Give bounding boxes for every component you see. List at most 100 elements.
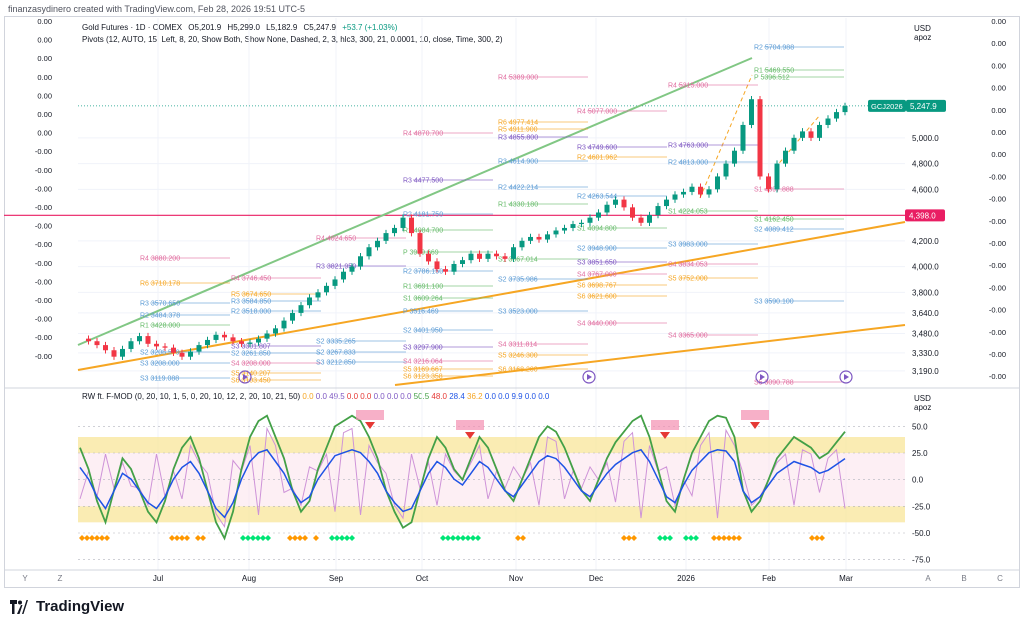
candle-body: [698, 186, 703, 195]
candle-body: [451, 263, 457, 272]
time-label: Nov: [509, 574, 523, 583]
signal-diamond: [731, 535, 737, 541]
pivot-label: S3 3590.100: [754, 299, 794, 306]
candle-body: [137, 336, 142, 342]
signal-diamond: [84, 535, 90, 541]
candle-body: [417, 233, 423, 254]
symbol-title[interactable]: Gold Futures · 1D · COMEX: [82, 23, 183, 32]
pivot-label: S2 3401.950: [403, 328, 443, 335]
right-scale-label: -0.00: [989, 239, 1006, 248]
corner-letter: Z: [58, 574, 63, 583]
candle-body: [375, 240, 380, 248]
replay-icon-arrow: [760, 374, 765, 380]
signal-diamond: [688, 535, 694, 541]
candle-body: [664, 199, 669, 207]
peak-arrow: [660, 432, 670, 439]
peak-arrow: [750, 422, 760, 429]
left-scale-label: -0.00: [35, 277, 52, 286]
candle-body: [256, 338, 261, 343]
pivot-label: S4 3311.814: [498, 342, 537, 349]
osc-unit-text: apoz: [914, 403, 932, 412]
osc-value-9: 48.0: [429, 392, 447, 401]
peak-arrow: [365, 422, 375, 429]
signal-diamond: [736, 535, 742, 541]
signal-diamond: [344, 535, 350, 541]
pivot-label: S5 3246.300: [498, 353, 538, 360]
candle-body: [154, 343, 159, 347]
osc-tick: 25.0: [912, 449, 928, 458]
indicator-legend[interactable]: Pivots (12, AUTO, 15, Left, 8, 20, Show …: [82, 35, 503, 44]
brand-name: TradingView: [36, 598, 125, 615]
pivot-label: S3 3851.650: [577, 260, 617, 267]
line-tag-bg: [905, 209, 945, 222]
dashed-projection: [699, 74, 753, 199]
oscillator-title[interactable]: RW ft. F-MOD (0, 20, 10, 1, 5, 0, 20, 10…: [82, 392, 301, 401]
candle-body: [834, 112, 839, 119]
signal-diamond: [440, 535, 446, 541]
candle-body: [171, 347, 176, 353]
tradingview-logo-icon: [10, 599, 28, 614]
osc-currency-label[interactable]: USD apoz: [914, 394, 931, 412]
time-label: Sep: [329, 574, 344, 583]
pivot-label: R1 5469.550: [754, 68, 794, 75]
signal-diamond: [94, 535, 100, 541]
signal-diamond: [265, 535, 271, 541]
pivot-label: S2 3735.986: [498, 277, 538, 284]
price-tick: 4,600.0: [912, 185, 939, 194]
tradingview-logo[interactable]: TradingView: [8, 598, 124, 615]
pivot-label: R2 3484.378: [140, 313, 180, 320]
pivot-label: R2 4181.750: [403, 212, 443, 219]
pivot-label: S6 3168.200: [498, 367, 538, 374]
main-legend: Gold Futures · 1D · COMEX O5,201.9 H5,29…: [82, 23, 397, 32]
pivot-label: S4 3208.000: [231, 361, 271, 368]
trendline-orange-upper: [77, 221, 906, 371]
candle-body: [383, 233, 389, 241]
pivot-label: S5 3169.667: [403, 367, 443, 374]
pivot-label: S3 3523.000: [498, 309, 538, 316]
left-scale-label: -0.00: [35, 296, 52, 305]
low-value: L5,182.9: [266, 23, 298, 32]
candle-body: [111, 350, 117, 357]
candle-body: [740, 124, 746, 151]
pivot-label: R3 3570.650: [140, 301, 180, 308]
signal-diamond: [104, 535, 110, 541]
signal-diamond: [721, 535, 727, 541]
right-scale-label: -0.00: [989, 261, 1006, 270]
pivot-label: S6 3621.600: [577, 294, 617, 301]
right-scale-label: -0.00: [989, 217, 1006, 226]
left-scale-label: -0.00: [35, 240, 52, 249]
signal-diamond: [809, 535, 815, 541]
candle-body: [358, 256, 363, 267]
signal-diamond: [184, 535, 190, 541]
left-scale-label: 0.00: [37, 110, 52, 119]
candle-body: [757, 99, 763, 177]
pivot-label: R3 4614.900: [498, 159, 538, 166]
left-scale-label: 0.00: [37, 36, 52, 45]
pivot-levels: R2 5704.988 R1 5469.550 R4 5389.000 P 5396.…: [140, 45, 844, 387]
replay-icon: [582, 370, 596, 384]
osc-value-10: 28.4: [447, 392, 465, 401]
candle-body: [366, 247, 372, 257]
candles: [86, 95, 848, 360]
replay-icon: [839, 370, 853, 384]
candle-body: [485, 253, 491, 259]
candle-body: [341, 271, 346, 280]
osc-value-6: 0.0: [384, 392, 399, 401]
price-tick: 3,190.0: [912, 367, 939, 376]
peak-marker: [356, 410, 384, 420]
candle-body: [247, 342, 253, 344]
candle-body: [825, 118, 831, 125]
pivot-label: R1 4330.180: [498, 202, 538, 209]
time-label: Mar: [839, 574, 853, 583]
right-scale-label: 0.00: [991, 61, 1006, 70]
currency-label[interactable]: USD apoz: [914, 24, 931, 42]
signal-diamond: [287, 535, 293, 541]
left-scale-label: -0.00: [35, 184, 52, 193]
pivot-label: S4 3834.053: [668, 262, 708, 269]
candle-body: [817, 124, 822, 138]
signal-diamond: [174, 535, 180, 541]
pivot-label: S2 3335.265: [316, 339, 356, 346]
signal-diamond: [667, 535, 673, 541]
candle-body: [307, 297, 312, 306]
